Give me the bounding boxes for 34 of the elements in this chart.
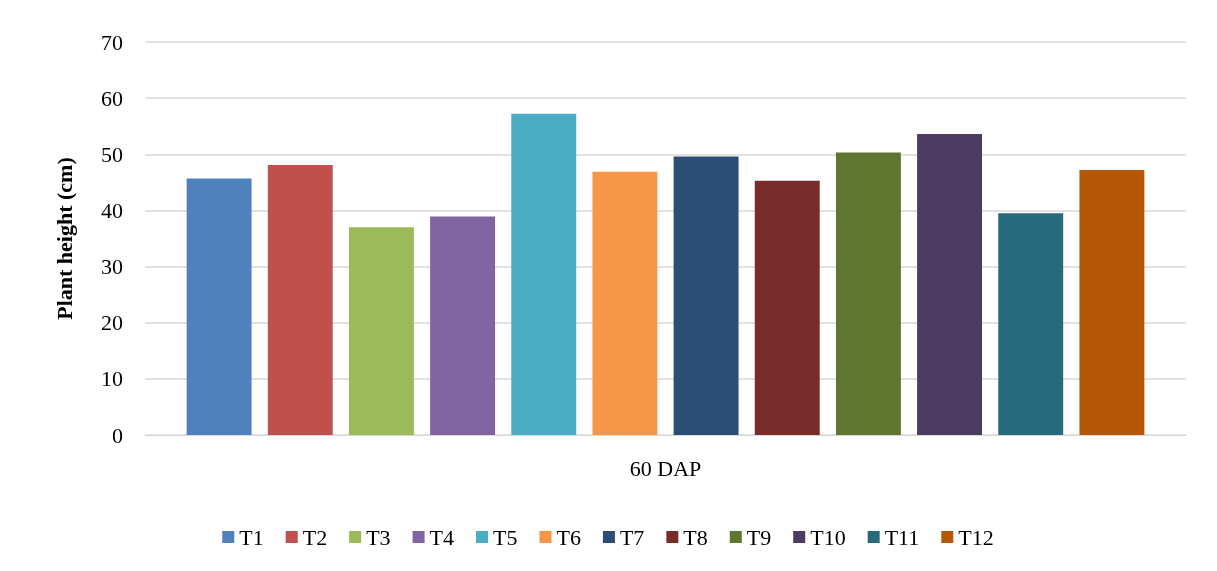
bar — [835, 152, 901, 435]
legend-label: T5 — [493, 524, 518, 550]
y-tick-label: 40 — [101, 197, 123, 223]
legend-label: T10 — [810, 524, 846, 550]
bar — [348, 227, 414, 435]
x-tick-label: 60 DAP — [629, 455, 702, 481]
legend-label: T7 — [619, 524, 645, 550]
legend-label: T3 — [366, 524, 391, 550]
legend-label: T2 — [302, 524, 328, 550]
bar — [754, 180, 820, 435]
y-tick-label: 70 — [101, 29, 123, 55]
bar — [1079, 170, 1145, 435]
legend-label: T4 — [429, 524, 455, 550]
bar — [511, 113, 577, 435]
y-tick-label: 30 — [101, 254, 123, 280]
legend-label: T6 — [556, 524, 581, 550]
bar — [186, 178, 252, 435]
bar — [673, 156, 739, 435]
bar — [430, 216, 496, 435]
bar — [267, 164, 333, 435]
legend-label: T1 — [239, 524, 264, 550]
y-tick-label: 50 — [101, 141, 123, 167]
y-axis-title: Plant height (cm) — [51, 157, 77, 320]
y-tick-label: 20 — [101, 310, 123, 336]
bar — [917, 134, 983, 435]
legend-label: T9 — [746, 524, 772, 550]
y-tick-label: 0 — [112, 422, 123, 448]
y-tick-label: 60 — [101, 85, 123, 111]
legend-label: T11 — [884, 524, 920, 550]
y-tick-label: 10 — [101, 366, 123, 392]
legend-label: T8 — [683, 524, 708, 550]
bar — [592, 171, 658, 435]
bar — [998, 213, 1064, 435]
legend-label: T12 — [958, 524, 994, 550]
